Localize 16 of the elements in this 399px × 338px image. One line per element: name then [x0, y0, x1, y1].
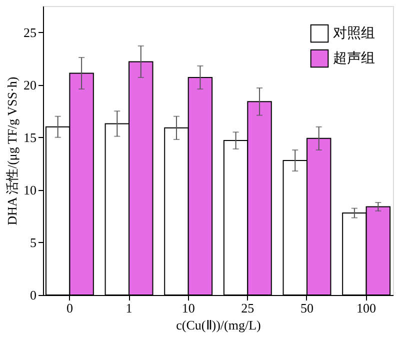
- x-axis-title: c(Cu(Ⅱ))/(mg/L): [176, 318, 261, 332]
- x-tick-label: 1: [126, 300, 132, 316]
- y-tick-label: 25: [24, 24, 36, 40]
- y-tick-label: 0: [30, 288, 36, 302]
- x-tick-label: 0: [66, 300, 73, 316]
- x-tick-label: 10: [182, 300, 195, 316]
- y-tick-label: 5: [30, 234, 36, 250]
- y-tick-label: 15: [24, 130, 36, 145]
- legend-label: 超声组: [333, 50, 375, 66]
- y-tick-label: 10: [24, 182, 36, 198]
- x-tick-label: 100: [356, 300, 376, 316]
- y-axis-title: DHA 活性/(μg TF/g VSS·h): [4, 76, 20, 226]
- y-tick-label: 20: [24, 77, 36, 92]
- x-tick-label: 50: [300, 300, 314, 316]
- x-tick-label: 25: [241, 300, 254, 316]
- legend-label: 对照组: [333, 26, 375, 42]
